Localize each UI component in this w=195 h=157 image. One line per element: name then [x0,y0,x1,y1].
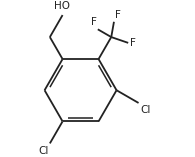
Text: F: F [90,17,96,27]
Text: HO: HO [54,1,70,11]
Text: F: F [115,10,121,20]
Text: Cl: Cl [140,105,150,115]
Text: F: F [130,38,136,48]
Text: Cl: Cl [38,146,48,156]
